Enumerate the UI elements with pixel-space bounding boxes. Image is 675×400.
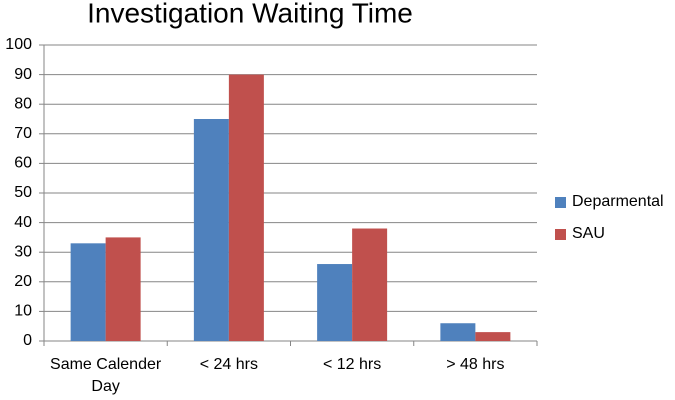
y-tick-label: 20 [14,273,32,290]
legend-swatch [555,197,566,208]
chart-title: Investigation Waiting Time [87,0,413,28]
bar [317,264,353,341]
y-tick-label: 100 [5,36,32,53]
y-tick-label: 30 [14,243,32,260]
bar [70,243,106,341]
y-tick-label: 90 [14,66,32,83]
bar [228,74,264,341]
legend-label: Deparmental [572,193,664,210]
x-tick-label: < 12 hrs [322,356,382,373]
y-tick-label: 60 [14,155,32,172]
bar [440,323,476,341]
x-tick-label: > 48 hrs [446,356,505,373]
y-tick-label: 10 [14,303,32,320]
bar [352,228,388,341]
x-tick-label: Same Calender Day [50,356,162,395]
x-tick-label: < 24 hrs [199,356,258,373]
y-tick-label: 70 [14,125,32,142]
legend-label: SAU [572,225,605,242]
y-tick-label: 80 [14,95,32,112]
bar [105,237,141,341]
legend-swatch [555,229,566,240]
y-tick-label: 50 [14,184,32,201]
bar [475,332,511,341]
y-tick-label: 0 [23,332,32,349]
y-tick-label: 40 [14,214,32,231]
bar [193,119,229,341]
